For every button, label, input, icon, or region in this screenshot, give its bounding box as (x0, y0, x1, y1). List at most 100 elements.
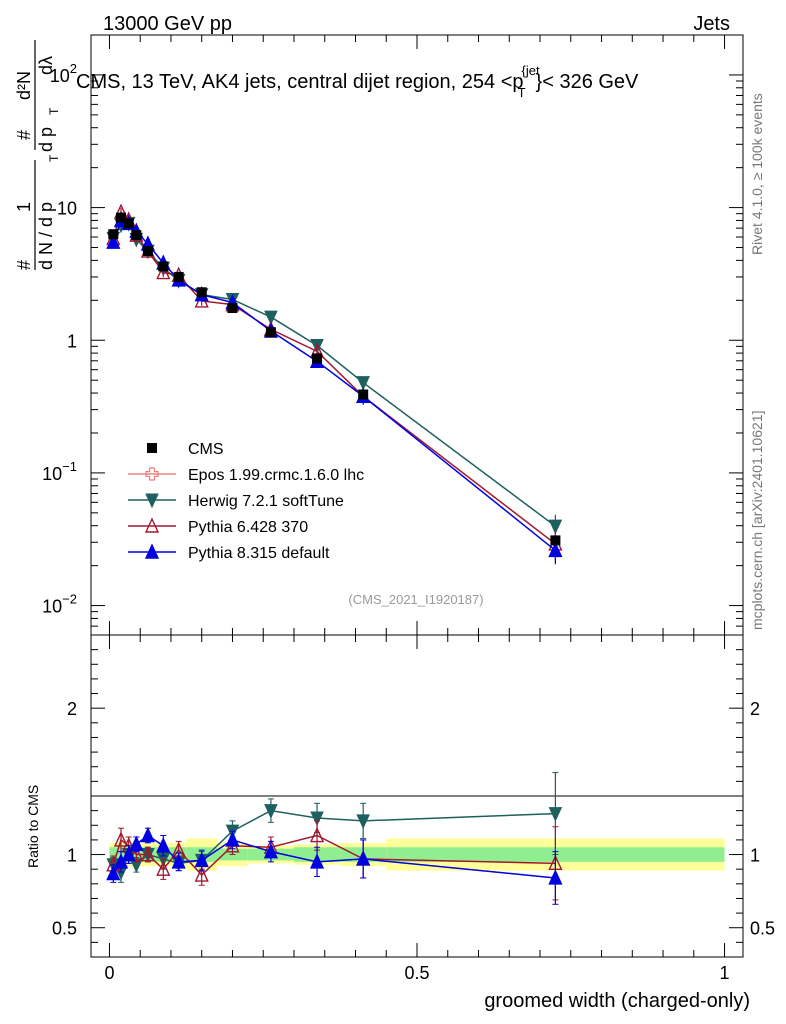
ratio-y-tick-label-right: 2 (750, 699, 760, 719)
legend-marker (145, 467, 159, 481)
main-ticks: 10−2 10−1 1 10 102 (42, 34, 743, 957)
ratio-y-axis-title: Ratio to CMS (25, 785, 41, 868)
y-title-num-den-tail: dλ (36, 56, 56, 75)
x-axis-title: groomed width (charged-only) (484, 990, 750, 1012)
legend-marker (144, 517, 160, 533)
ratio-ticks: 0.5 0.5 1 1 2 2 (52, 35, 775, 957)
legend-marker (147, 443, 157, 453)
ratio-data (106, 772, 563, 905)
data-point (156, 263, 171, 280)
ratio-point (310, 811, 324, 827)
main-data (106, 203, 563, 565)
ratio-point (356, 850, 371, 866)
legend-entry: Herwig 7.2.1 softTune (128, 493, 344, 510)
cms-data-point (115, 212, 126, 223)
cms-data-point (142, 246, 153, 257)
x-tick-label: 1 (720, 963, 730, 983)
data-point (106, 233, 121, 249)
main-y-tick-label: 10−1 (42, 459, 77, 484)
series-herwig-main (106, 216, 563, 541)
watermark: (CMS_2021_I1920187) (348, 592, 483, 607)
cms-data-point (123, 218, 134, 229)
header-right: Jets (693, 13, 730, 35)
legend-entry: CMS (147, 441, 224, 458)
data-point (548, 519, 563, 535)
ratio-point (121, 845, 136, 862)
ratio-point (113, 831, 129, 847)
ratio-point (171, 853, 186, 869)
ratio-y-tick-label: 0.5 (52, 919, 77, 939)
title-sub: T (518, 85, 526, 100)
ratio-point (113, 853, 129, 869)
ratio-point (129, 835, 144, 851)
ratio-y-tick-label-right: 0.5 (750, 919, 775, 939)
legend-label: Pythia 8.315 default (188, 545, 330, 562)
header: 13000 GeV pp Jets (103, 13, 730, 35)
ratio-point (129, 845, 144, 862)
legend-marker (145, 493, 159, 509)
main-y-axis-title: # 1 d N / d p T # d²N d p T dλ (14, 40, 61, 270)
ratio-point (156, 860, 171, 876)
main-panel: 10−2 10−1 1 10 102 CMS, 13 TeV, AK4 jets, ce… (42, 34, 744, 957)
legend-entry: Pythia 8.315 default (128, 543, 330, 562)
ratio-point (225, 831, 240, 847)
mcplots-label: mcplots.cern.ch [arXiv:2401.10621] (749, 411, 765, 630)
ratio-frame (90, 634, 744, 958)
x-tick-labels: 0 0.5 1 (104, 963, 729, 983)
main-title: CMS, 13 TeV, AK4 jets, central dijet reg… (76, 63, 639, 100)
data-point (310, 339, 324, 354)
header-left: 13000 GeV pp (103, 13, 232, 35)
legend-label: Pythia 6.428 370 (188, 519, 308, 536)
legend-entry: Pythia 6.428 370 (128, 517, 308, 536)
rivet-label: Rivet 4.1.0, ≥ 100k events (749, 93, 765, 255)
x-tick-label: 0.5 (404, 963, 429, 983)
side-labels: Rivet 4.1.0, ≥ 100k events mcplots.cern.… (749, 93, 765, 630)
series-pythia-ratio (106, 826, 563, 905)
ratio-point (309, 853, 325, 869)
cms-data-point (158, 261, 169, 272)
ratio-point (106, 864, 121, 881)
y-title-den-sub: T (47, 154, 61, 162)
ratio-point (156, 837, 171, 853)
ratio-y-tick-label: 1 (67, 846, 77, 866)
title-sup: {jet (522, 63, 540, 78)
y-title-num-den-sub: T (47, 107, 61, 115)
data-point (264, 310, 278, 326)
y-title-den: d N / d p (36, 202, 56, 270)
main-y-tick-label: 10−2 (42, 592, 77, 617)
ratio-point (264, 804, 278, 819)
series-pythia-main (106, 211, 563, 565)
y-title-hash2: # (14, 130, 34, 140)
y-title-num-den: d p (36, 127, 56, 152)
legend-label: CMS (188, 441, 224, 458)
ratio-point (194, 866, 209, 882)
ratio-point (548, 807, 563, 822)
title-tail: }< 326 GeV (536, 71, 640, 93)
cms-data-point (550, 535, 561, 546)
ratio-point (356, 814, 370, 830)
ratio-point (194, 851, 209, 868)
ratio-point (140, 826, 155, 843)
cms-data-point (108, 229, 119, 240)
main-y-tick-label: 10 (57, 199, 77, 219)
cms-data-point (173, 271, 184, 282)
series-cms-main (108, 212, 561, 546)
ratio-point (140, 845, 155, 862)
ratio-band-inner (109, 847, 118, 862)
title-main: CMS, 13 TeV, AK4 jets, central dijet reg… (76, 71, 524, 93)
legend-label: Epos 1.99.crmc.1.6.0 lhc (188, 467, 364, 484)
cms-data-point (196, 287, 207, 298)
svg-text:CMS, 13 TeV, AK4 jets, central: CMS, 13 TeV, AK4 jets, central dijet reg… (76, 63, 639, 100)
y-title-one: 1 (14, 202, 34, 212)
legend-marker (144, 543, 160, 559)
x-tick-label: 0 (104, 963, 114, 983)
cms-data-point (131, 230, 142, 241)
ratio-y-tick-label: 2 (67, 699, 77, 719)
y-title-num: d²N (14, 71, 34, 100)
cms-data-point (312, 353, 323, 364)
cms-data-point (358, 389, 369, 400)
ratio-panel: 0.5 0.5 1 1 2 2 Ratio to CMS (25, 35, 775, 958)
main-y-tick-label: 1 (67, 331, 77, 351)
y-title-hash1: # (14, 260, 34, 270)
